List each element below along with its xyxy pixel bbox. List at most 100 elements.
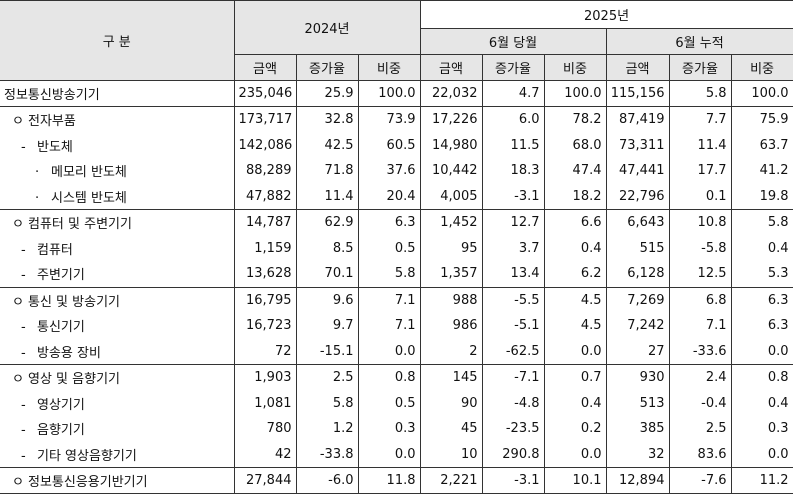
cumulative-growth-cell: 7.7 [668,105,732,133]
cumulative-share-cell: 41.2 [730,157,793,184]
2024-share-cell: 5.8 [357,261,421,287]
month-growth-cell: -5.5 [481,286,545,313]
cumulative-amount-cell: 6,128 [605,261,670,287]
month-growth-cell: 290.8 [481,441,545,468]
cumulative-growth-cell: 6.8 [668,286,732,313]
month-amount-cell: 10,442 [419,157,483,184]
month-share-cell: 68.0 [543,132,607,158]
row-bullet: ㅇ [12,475,24,491]
2024-growth-cell: 62.9 [295,209,359,236]
table-row: 정보통신방송기기 235,046 25.9 100.0 22,032 4.7 100.0 11… [0,80,793,107]
2024-share-cell: 6.3 [357,209,421,236]
month-amount-cell: 145 [419,363,483,391]
cumulative-amount-cell: 513 [605,390,670,417]
row-bullet: - [21,242,26,258]
month-growth-cell: 6.0 [481,105,545,133]
month-amount-cell: 986 [419,312,483,339]
2024-growth-cell: -6.0 [295,467,359,494]
2024-amount-cell: 88,289 [233,157,297,184]
2024-growth-cell: 70.1 [295,261,359,287]
month-amount-cell: 22,032 [419,80,483,107]
2024-growth-cell: 11.4 [295,183,359,210]
2024-share-cell: 0.8 [357,363,421,391]
cumulative-share-cell: 6.3 [730,286,793,313]
row-label-cell: ㅇ 전자부품 [0,105,235,133]
month-share-cell: 0.0 [543,338,607,365]
month-amount-cell: 4,005 [419,183,483,210]
table-row: ㅇ 통신 및 방송기기 16,795 9.6 7.1 988 -5.5 4.5 7,269 6.8… [0,286,793,313]
table-row: - 주변기기 13,628 70.1 5.8 1,357 13.4 6.2 6,128 12.5 5… [0,261,793,287]
2024-amount-cell: 13,628 [233,261,297,287]
month-share-cell: 47.4 [543,157,607,184]
row-label: 주변기기 [37,268,85,284]
row-bullet: · [35,190,40,206]
2024-growth-cell: 5.8 [295,390,359,417]
cumulative-amount-cell: 385 [605,416,670,442]
cumulative-share-cell: 75.9 [730,105,793,133]
2024-share-cell: 0.0 [357,338,421,365]
table-body: 정보통신방송기기 235,046 25.9 100.0 22,032 4.7 100.0 11… [0,80,793,494]
cumulative-growth-cell: 12.5 [668,261,732,287]
month-amount-cell: 90 [419,390,483,417]
table-header: 구 분 2024년 2025년 6월 당월 6월 누적 금액 증가율 비중 금액… [0,0,793,81]
2024-share-cell: 0.3 [357,416,421,442]
growth-header: 증가율 [668,54,732,81]
row-bullet: - [21,345,26,361]
cumulative-amount-cell: 6,643 [605,209,670,236]
2024-amount-cell: 780 [233,416,297,442]
row-label-cell: ㅇ 정보통신응용기반기기 [0,467,235,494]
month-share-cell: 10.1 [543,467,607,494]
month-amount-cell: 1,357 [419,261,483,287]
month-amount-cell: 2 [419,338,483,365]
month-growth-cell: 4.7 [481,80,545,107]
amount-header: 금액 [233,54,297,81]
table-row: · 메모리 반도체 88,289 71.8 37.6 10,442 18.3 47.4 47,4… [0,157,793,184]
cumulative-growth-cell: 5.8 [668,80,732,107]
2024-growth-cell: 1.2 [295,416,359,442]
month-share-cell: 6.2 [543,261,607,287]
amount-header: 금액 [419,54,483,81]
row-label-cell: - 음향기기 [0,416,235,442]
cumulative-share-cell: 0.3 [730,416,793,442]
growth-header: 증가율 [295,54,359,81]
cumulative-amount-cell: 515 [605,235,670,262]
2024-growth-cell: 2.5 [295,363,359,391]
row-bullet: - [21,423,26,439]
row-label-cell: - 기타 영상음향기기 [0,441,235,468]
cumulative-amount-cell: 73,311 [605,132,670,158]
month-growth-cell: -3.1 [481,183,545,210]
row-label-cell: - 반도체 [0,132,235,158]
month-share-cell: 6.6 [543,209,607,236]
table-row: ㅇ 정보통신응용기반기기 27,844 -6.0 11.8 2,221 -3.1 10.1 12… [0,467,793,494]
row-bullet: · [35,165,40,181]
row-bullet: - [21,397,26,413]
year-2024-header: 2024년 [233,0,421,55]
row-label: 메모리 반도체 [51,165,127,181]
2024-amount-cell: 142,086 [233,132,297,158]
month-amount-cell: 95 [419,235,483,262]
row-label-cell: · 메모리 반도체 [0,157,235,184]
cumulative-amount-cell: 930 [605,363,670,391]
cumulative-share-cell: 5.3 [730,261,793,287]
row-label-cell: - 방송용 장비 [0,338,235,365]
category-header: 구 분 [0,0,235,81]
cumulative-growth-cell: 83.6 [668,441,732,468]
2024-growth-cell: 9.6 [295,286,359,313]
2024-growth-cell: 42.5 [295,132,359,158]
cumulative-share-cell: 5.8 [730,209,793,236]
row-label: 통신 및 방송기기 [28,294,120,310]
table-row: - 영상기기 1,081 5.8 0.5 90 -4.8 0.4 513 -0.4 0.4 [0,390,793,417]
table-row: - 기타 영상음향기기 42 -33.8 0.0 10 290.8 0.0 32 83.6 0.0 [0,441,793,468]
cumulative-share-cell: 0.8 [730,363,793,391]
row-label-cell: - 컴퓨터 [0,235,235,262]
month-growth-cell: -5.1 [481,312,545,339]
2024-growth-cell: -15.1 [295,338,359,365]
month-growth-cell: 12.7 [481,209,545,236]
2024-growth-cell: 25.9 [295,80,359,107]
cumulative-share-cell: 19.8 [730,183,793,210]
month-growth-cell: -7.1 [481,363,545,391]
row-label-cell: · 시스템 반도체 [0,183,235,210]
2024-share-cell: 20.4 [357,183,421,210]
2024-share-cell: 60.5 [357,132,421,158]
2024-amount-cell: 235,046 [233,80,297,107]
